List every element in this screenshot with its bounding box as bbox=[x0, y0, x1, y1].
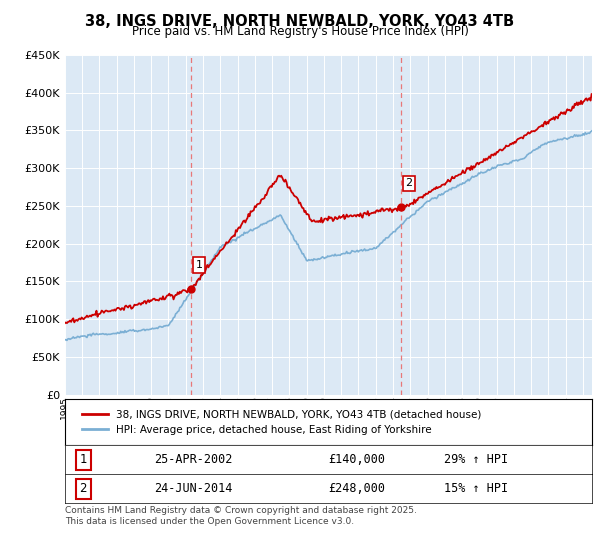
Text: 25-APR-2002: 25-APR-2002 bbox=[154, 453, 233, 466]
Text: 29% ↑ HPI: 29% ↑ HPI bbox=[444, 453, 508, 466]
Text: Contains HM Land Registry data © Crown copyright and database right 2025.
This d: Contains HM Land Registry data © Crown c… bbox=[65, 506, 416, 526]
Text: £140,000: £140,000 bbox=[328, 453, 385, 466]
Text: 1: 1 bbox=[196, 260, 203, 270]
Legend: 38, INGS DRIVE, NORTH NEWBALD, YORK, YO43 4TB (detached house), HPI: Average pri: 38, INGS DRIVE, NORTH NEWBALD, YORK, YO4… bbox=[75, 403, 488, 441]
Text: 24-JUN-2014: 24-JUN-2014 bbox=[154, 482, 233, 496]
Text: £248,000: £248,000 bbox=[328, 482, 385, 496]
Text: 1: 1 bbox=[79, 453, 87, 466]
Text: 38, INGS DRIVE, NORTH NEWBALD, YORK, YO43 4TB: 38, INGS DRIVE, NORTH NEWBALD, YORK, YO4… bbox=[85, 14, 515, 29]
Text: Price paid vs. HM Land Registry's House Price Index (HPI): Price paid vs. HM Land Registry's House … bbox=[131, 25, 469, 38]
Text: 2: 2 bbox=[79, 482, 87, 496]
Text: 15% ↑ HPI: 15% ↑ HPI bbox=[444, 482, 508, 496]
Bar bbox=[191, 55, 401, 395]
Text: 2: 2 bbox=[406, 178, 413, 188]
